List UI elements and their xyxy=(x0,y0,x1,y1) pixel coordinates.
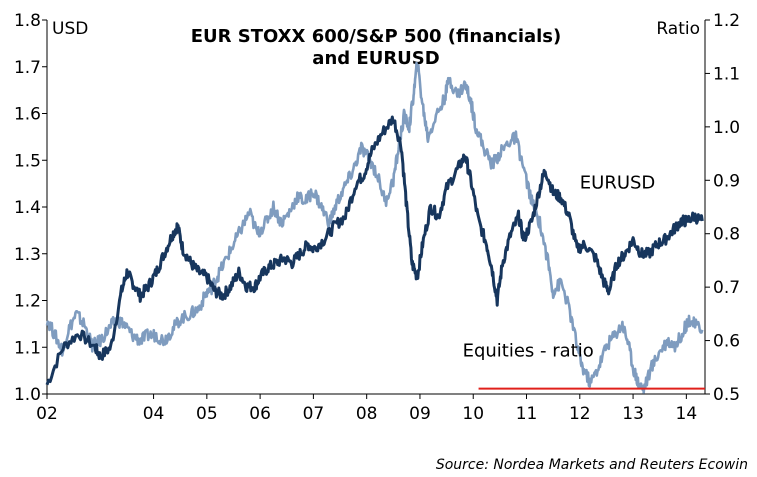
x-tick-label: 05 xyxy=(196,404,218,424)
left-tick-label: 1.4 xyxy=(14,198,41,218)
x-tick-label: 02 xyxy=(36,404,58,424)
x-tick-label: 11 xyxy=(516,404,538,424)
x-tick-label: 07 xyxy=(303,404,325,424)
x-tick-label: 13 xyxy=(622,404,644,424)
x-tick-label: 10 xyxy=(462,404,484,424)
left-tick-label: 1.2 xyxy=(14,292,41,312)
annotation-equities-ratio: Equities - ratio xyxy=(463,341,594,362)
left-tick-label: 1.3 xyxy=(14,245,41,265)
right-axis-ticks: 0.5 0.6 0.7 0.8 0.9 1.0 1.1 1.2 xyxy=(705,11,740,405)
left-tick-label: 1.5 xyxy=(14,151,41,171)
left-tick-label: 1.6 xyxy=(14,105,41,125)
right-tick-label: 0.9 xyxy=(713,171,740,191)
annotation-eurusd: EURUSD xyxy=(580,172,656,193)
right-tick-label: 0.8 xyxy=(713,225,740,245)
right-tick-label: 1.1 xyxy=(713,64,740,84)
left-tick-label: 1.8 xyxy=(14,11,41,31)
left-axis-label: USD xyxy=(52,19,88,39)
left-tick-label: 1.7 xyxy=(14,58,41,78)
x-axis-ticks: 02 04 05 06 07 08 09 10 11 12 13 14 xyxy=(36,394,697,424)
left-axis-ticks: 1.0 1.1 1.2 1.3 1.4 1.5 1.6 1.7 1.8 xyxy=(14,11,47,405)
chart-title-line2: and EURUSD xyxy=(312,48,439,69)
right-axis-label: Ratio xyxy=(656,19,700,39)
right-tick-label: 0.7 xyxy=(713,278,740,298)
series-line-eurusd xyxy=(45,115,704,386)
right-tick-label: 0.6 xyxy=(713,332,740,352)
right-tick-label: 1.2 xyxy=(713,11,740,31)
series-line-equities-ratio xyxy=(45,61,704,394)
right-tick-label: 0.5 xyxy=(713,385,740,405)
source-note: Source: Nordea Markets and Reuters Ecowi… xyxy=(436,457,748,473)
x-tick-label: 04 xyxy=(143,404,165,424)
chart-title-line1: EUR STOXX 600/S&P 500 (financials) xyxy=(191,26,562,47)
x-tick-label: 08 xyxy=(356,404,378,424)
x-tick-label: 14 xyxy=(676,404,698,424)
left-tick-label: 1.1 xyxy=(14,338,41,358)
series-layer xyxy=(45,61,704,394)
x-tick-label: 06 xyxy=(249,404,271,424)
x-tick-label: 09 xyxy=(409,404,431,424)
left-tick-label: 1.0 xyxy=(14,385,41,405)
x-tick-label: 12 xyxy=(569,404,591,424)
right-tick-label: 1.0 xyxy=(713,118,740,138)
